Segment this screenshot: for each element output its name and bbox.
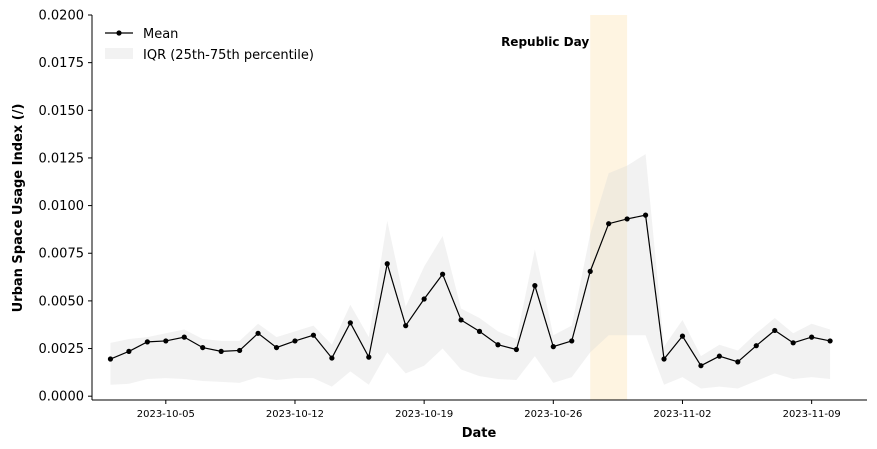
mean-data-point [255, 330, 261, 336]
mean-data-point [679, 333, 686, 339]
iqr-band [110, 154, 831, 389]
mean-data-point [200, 344, 206, 351]
x-tick-label: 2023-11-02 [653, 409, 711, 420]
legend: Mean IQR (25th-75th percentile) [105, 27, 314, 63]
mean-data-point [403, 323, 409, 329]
mean-data-point [384, 261, 390, 267]
y-tick-label: 0.0050 [39, 294, 85, 309]
mean-data-point [310, 332, 317, 338]
y-axis-title: Urban Space Usage Index (/) [11, 104, 26, 313]
x-axis-title: Date [462, 426, 497, 441]
mean-data-point [144, 339, 150, 345]
mean-data-point [107, 356, 114, 362]
annotation-layer: Republic Day [501, 15, 628, 400]
mean-data-point [716, 353, 722, 359]
mean-data-point [421, 296, 427, 302]
y-tick-label: 0.0025 [39, 342, 85, 357]
mean-data-point [698, 363, 704, 369]
y-tick-label: 0.0125 [39, 151, 85, 166]
y-tick-label: 0.0175 [39, 56, 85, 71]
x-tick-label: 2023-10-19 [395, 409, 453, 420]
mean-data-point [809, 334, 815, 340]
axes [91, 15, 867, 401]
mean-data-point [218, 348, 224, 354]
legend-iqr-swatch [105, 48, 133, 59]
mean-data-point [163, 338, 169, 344]
republic-day-label: Republic Day [501, 35, 589, 49]
legend-mean-label: Mean [143, 27, 178, 42]
mean-data-point [292, 338, 298, 344]
mean-data-point [273, 344, 280, 351]
mean-series-line [110, 214, 831, 367]
mean-data-point [661, 356, 667, 362]
mean-data-point [458, 317, 464, 323]
legend-iqr-label: IQR (25th-75th percentile) [143, 48, 314, 63]
y-tick-label: 0.0200 [39, 9, 85, 24]
mean-data-point [753, 343, 759, 349]
mean-data-point [569, 338, 575, 344]
y-tick-label: 0.0000 [39, 390, 85, 405]
mean-data-point [366, 354, 372, 360]
x-tick-label: 2023-10-12 [266, 409, 324, 420]
mean-data-point [735, 359, 741, 365]
y-tick-label: 0.0150 [39, 104, 85, 119]
mean-data-point [790, 340, 796, 346]
mean-data-point [772, 327, 778, 334]
mean-data-point [237, 347, 243, 354]
x-axis-ticks: 2023-10-05 2023-10-12 2023-10-19 2023-10-26… [137, 400, 841, 420]
mean-data-point [126, 348, 132, 354]
mean-data-point [513, 346, 520, 353]
mean-data-point [550, 344, 556, 350]
mean-data-point [476, 328, 483, 334]
mean-data-point [642, 212, 649, 218]
mean-data-point [587, 268, 593, 274]
y-tick-label: 0.0100 [39, 199, 85, 214]
mean-line-layer [107, 212, 833, 369]
mean-data-point [329, 355, 335, 361]
mean-data-point [181, 334, 187, 340]
mean-data-point [827, 338, 833, 344]
mean-data-point [532, 283, 538, 289]
mean-data-point [347, 320, 353, 326]
y-tick-label: 0.0075 [39, 247, 85, 262]
mean-data-point [440, 271, 446, 277]
mean-data-point [606, 221, 612, 227]
mean-data-point [624, 216, 630, 222]
x-tick-label: 2023-10-05 [137, 409, 195, 420]
legend-mean-point-marker [116, 30, 122, 36]
x-tick-label: 2023-10-26 [524, 409, 582, 420]
republic-day-shade [590, 15, 628, 400]
iqr-band-layer [110, 154, 831, 389]
y-axis-ticks: 0.0000 0.0025 0.0050 0.0075 0.0100 0.0125 0.01… [39, 9, 92, 405]
x-tick-label: 2023-11-09 [783, 409, 841, 420]
mean-data-point [495, 342, 501, 348]
